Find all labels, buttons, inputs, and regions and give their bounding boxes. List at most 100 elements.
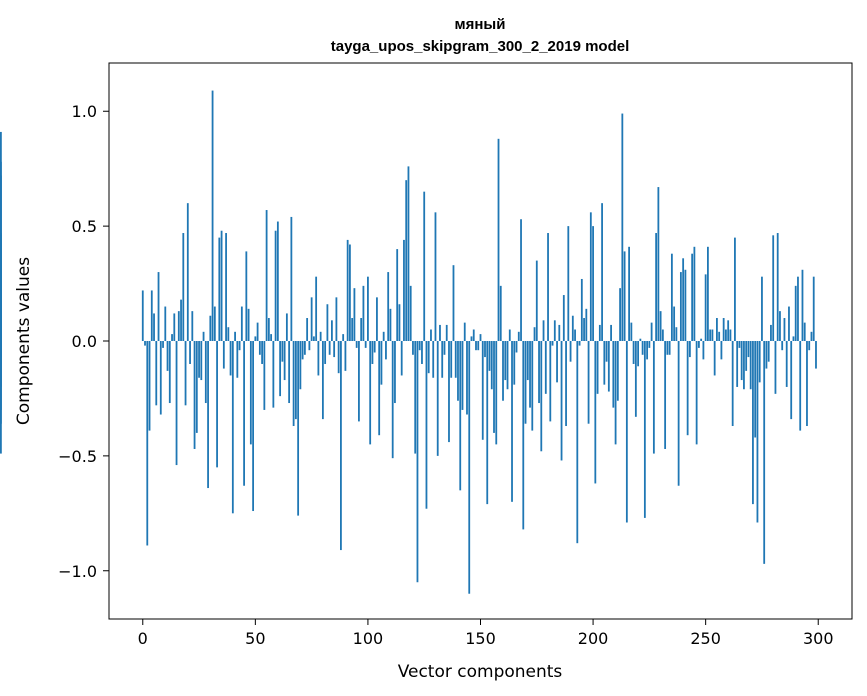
bar-113 — [396, 249, 399, 341]
y-axis: 1.0 0.5 0.0 −0.5 −1.0 — [58, 102, 109, 581]
bar-123 — [418, 341, 421, 351]
bar-60 — [276, 221, 279, 341]
bar-63 — [283, 341, 286, 381]
bar-108 — [385, 341, 387, 360]
bar-90 — [344, 341, 347, 371]
bar-155 — [490, 341, 493, 390]
bar-100 — [367, 276, 369, 341]
bar-112 — [394, 341, 396, 404]
bar-106 — [380, 341, 383, 385]
bar-292 — [799, 341, 802, 431]
bar-269 — [747, 341, 750, 358]
bar-0 — [141, 290, 144, 341]
bar-151 — [481, 341, 484, 440]
bar-207 — [607, 341, 610, 392]
bar-243 — [688, 341, 691, 358]
bar-220 — [637, 341, 640, 367]
bar-22 — [191, 311, 194, 341]
y-tick-label: 1.0 — [72, 102, 97, 121]
bar-163 — [508, 329, 511, 341]
bar-282 — [776, 233, 779, 341]
bar-119 — [409, 285, 412, 341]
bar-160 — [502, 341, 504, 401]
bar-58 — [272, 341, 275, 408]
x-tick-label: 50 — [245, 629, 265, 648]
bar-27 — [202, 331, 205, 341]
bar-244 — [691, 253, 694, 341]
bar-232 — [664, 341, 667, 449]
bar-74 — [308, 341, 311, 351]
bar-233 — [666, 341, 669, 355]
chart-subtitle: tayga_upos_skipgram_300_2_2019 model — [331, 38, 630, 55]
bar-227 — [652, 341, 655, 454]
bar-167 — [517, 331, 520, 341]
bar-undefined — [0, 341, 2, 454]
bar-195 — [580, 278, 583, 341]
bar-115 — [400, 341, 403, 376]
bar-49 — [252, 341, 254, 512]
bar-43 — [238, 341, 241, 351]
bar-133 — [441, 341, 444, 378]
bar-42 — [236, 341, 239, 378]
bar-138 — [452, 265, 455, 341]
bar-249 — [702, 341, 705, 360]
bar-34 — [218, 237, 221, 341]
bar-97 — [360, 318, 363, 341]
bar-260 — [727, 320, 730, 341]
bar-231 — [661, 329, 664, 341]
x-axis-label: Vector components — [398, 662, 563, 682]
bar-186 — [560, 341, 563, 461]
bar-23 — [193, 341, 196, 449]
bar-37 — [225, 233, 227, 341]
x-tick-label: 250 — [690, 629, 721, 648]
bar-297 — [810, 331, 813, 341]
bar-6 — [155, 341, 158, 406]
bar-65 — [288, 341, 291, 404]
bar-285 — [783, 318, 786, 341]
bar-44 — [240, 306, 243, 341]
bar-202 — [596, 341, 599, 394]
bar-142 — [461, 341, 464, 410]
bar-265 — [738, 341, 741, 348]
bar-226 — [650, 322, 653, 341]
bar-286 — [785, 341, 788, 387]
bar-199 — [589, 212, 592, 341]
bar-280 — [772, 235, 775, 341]
bar-50 — [254, 336, 257, 341]
bar-198 — [587, 341, 590, 424]
bar-216 — [628, 246, 630, 341]
bar-253 — [711, 329, 714, 341]
bar-175 — [535, 260, 538, 341]
bar-61 — [279, 341, 282, 397]
bar-93 — [351, 318, 354, 341]
bar-15 — [175, 341, 178, 466]
bar-84 — [331, 320, 333, 341]
bar-41 — [234, 331, 236, 341]
bar-192 — [574, 329, 576, 341]
bar-11 — [166, 341, 169, 371]
bar-193 — [576, 341, 579, 544]
bar-184 — [556, 341, 558, 383]
bar-series — [0, 90, 817, 594]
bar-241 — [684, 269, 687, 341]
bar-17 — [180, 299, 182, 341]
bar-128 — [430, 329, 432, 341]
bar-66 — [290, 216, 293, 341]
bar-103 — [373, 341, 376, 353]
bar-191 — [571, 315, 574, 341]
bar-278 — [767, 341, 770, 362]
bar-238 — [677, 341, 680, 486]
bar-272 — [754, 341, 757, 438]
bar-57 — [270, 334, 273, 341]
bar-88 — [340, 341, 342, 551]
bar-141 — [459, 341, 462, 491]
bar-152 — [484, 341, 486, 358]
bar-183 — [553, 320, 556, 341]
bar-5 — [153, 313, 155, 341]
bar-289 — [792, 336, 795, 341]
bar-187 — [562, 295, 565, 341]
x-tick-label: 150 — [465, 629, 496, 648]
bar-146 — [470, 336, 473, 341]
bar-239 — [679, 272, 682, 341]
bar-179 — [544, 341, 547, 394]
